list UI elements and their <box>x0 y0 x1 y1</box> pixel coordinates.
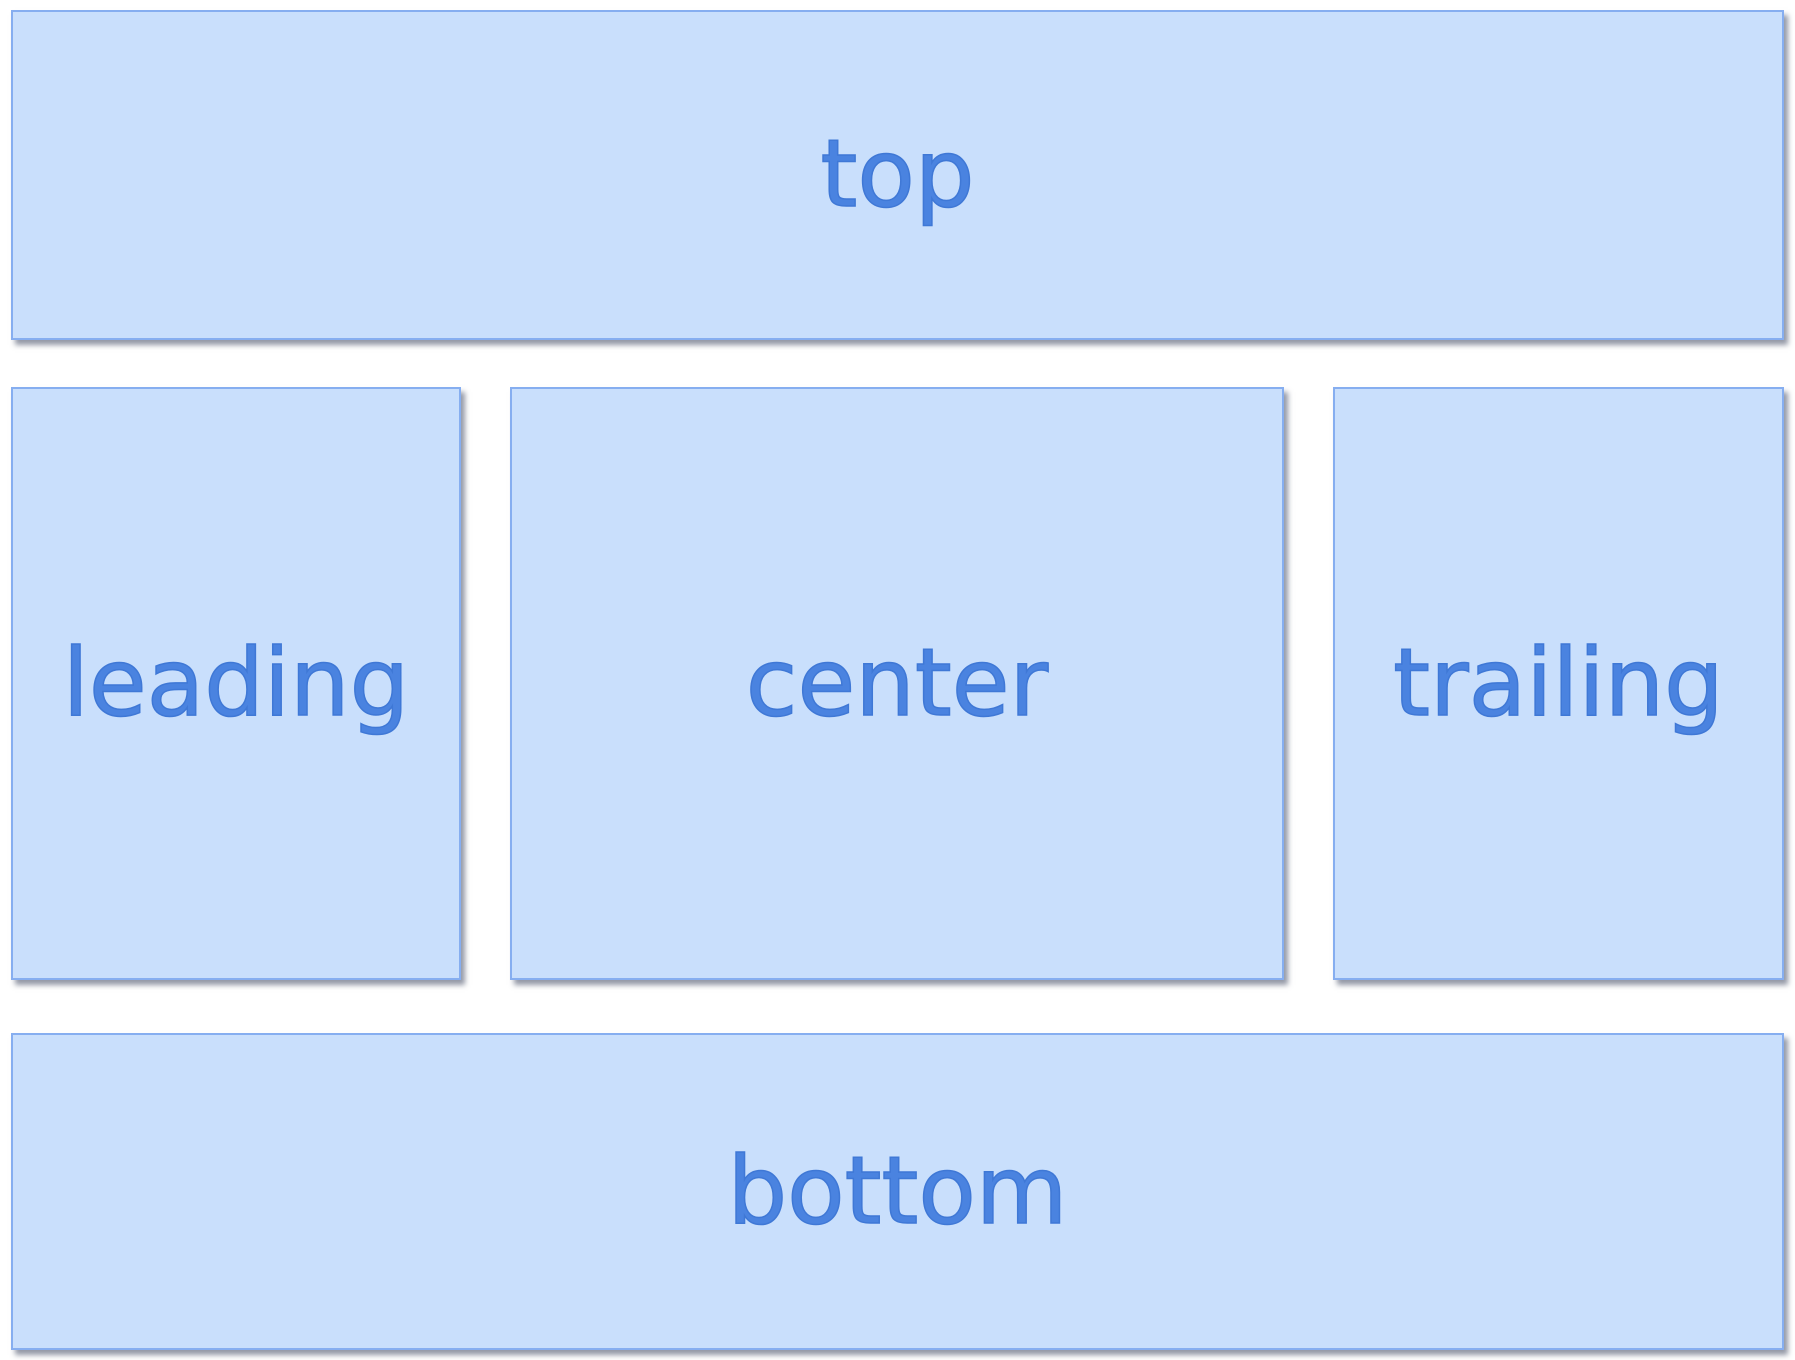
leading-label: leading <box>62 628 410 738</box>
bottom-label: bottom <box>727 1136 1068 1246</box>
center-label: center <box>745 628 1049 738</box>
leading-region: leading <box>11 387 461 980</box>
top-region: top <box>11 10 1784 340</box>
trailing-label: trailing <box>1392 628 1724 738</box>
trailing-region: trailing <box>1333 387 1784 980</box>
bottom-region: bottom <box>11 1033 1784 1350</box>
top-label: top <box>820 120 976 229</box>
center-region: center <box>510 387 1284 980</box>
